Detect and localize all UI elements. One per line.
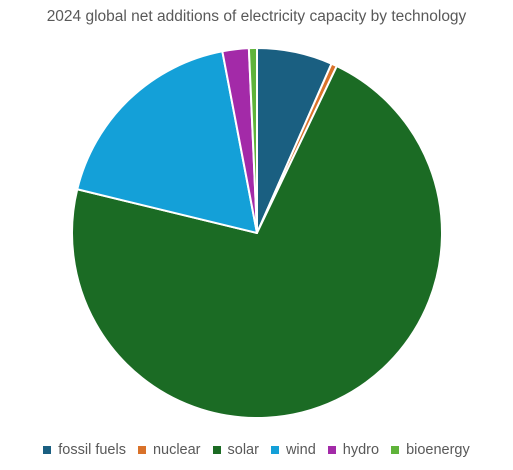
legend-swatch-fossil-fuels xyxy=(43,446,52,454)
chart-title: 2024 global net additions of electricity… xyxy=(46,8,467,25)
legend-swatch-nuclear xyxy=(137,446,146,454)
legend-item-wind: wind xyxy=(270,442,316,458)
legend-label-hydro: hydro xyxy=(342,442,380,458)
pie-slices xyxy=(71,47,443,419)
legend-swatch-wind xyxy=(270,446,279,454)
legend-swatch-hydro xyxy=(327,446,336,454)
legend-swatch-solar xyxy=(212,446,221,454)
legend-item-nuclear: nuclear xyxy=(137,442,201,458)
legend: fossil fuels nuclear solar wind hydro bioener… xyxy=(0,439,513,461)
pie-slice-bioenergy xyxy=(247,47,258,234)
legend-item-hydro: hydro xyxy=(327,442,380,458)
legend-label-wind: wind xyxy=(285,442,316,458)
legend-item-bioenergy: bioenergy xyxy=(391,442,470,458)
legend-item-fossil-fuels: fossil fuels xyxy=(43,442,126,458)
legend-swatch-bioenergy xyxy=(391,446,400,454)
legend-label-bioenergy: bioenergy xyxy=(406,442,470,458)
legend-item-solar: solar xyxy=(212,442,259,458)
legend-label-fossil-fuels: fossil fuels xyxy=(58,442,126,458)
legend-label-solar: solar xyxy=(227,442,259,458)
pie-slice-solar xyxy=(71,65,443,419)
legend-label-nuclear: nuclear xyxy=(152,442,201,458)
pie-slice-wind xyxy=(76,50,258,234)
